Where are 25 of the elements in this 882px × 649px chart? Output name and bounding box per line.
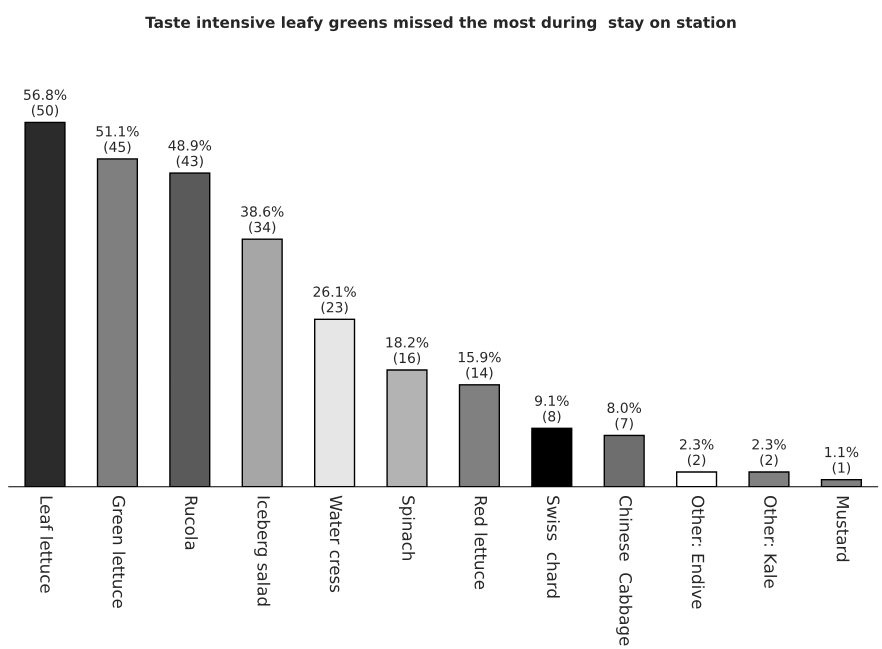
x-tick-label: Mustard (836, 496, 850, 562)
data-label: 51.1% (45) (96, 126, 139, 154)
data-label: 15.9% (14) (458, 352, 501, 380)
data-label: 26.1% (23) (314, 286, 356, 314)
x-tick-label: Other: Kale (764, 496, 778, 588)
x-tick-label: Water cress (330, 496, 342, 592)
data-label: 1.1% (1) (825, 446, 858, 474)
x-tick-label: Chinese Cabbage (616, 496, 632, 646)
x-tick-label: Rucola (184, 496, 198, 550)
x-tick-label: Red lettuce (474, 496, 488, 590)
x-tick-label: Spinach (398, 496, 416, 560)
chart-title: Taste intensive leafy greens missed the most during stay on station (145, 16, 736, 32)
x-tick-label: Leaf lettuce (40, 496, 54, 593)
data-label: 2.3% (2) (752, 439, 786, 467)
data-label: 2.3% (2) (680, 439, 714, 467)
data-label: 9.1% (8) (535, 395, 569, 424)
data-label: 48.9% (43) (168, 140, 212, 168)
data-label: 8.0% (7) (608, 402, 642, 430)
x-tick-label: Other: Endive (692, 496, 705, 609)
data-label: 38.6% (34) (241, 206, 284, 234)
x-tick-label: Iceberg salad (254, 496, 270, 606)
data-label: 18.2% (16) (386, 337, 428, 365)
data-label: 56.8% (50) (24, 89, 66, 118)
x-tick-label: Green lettuce (112, 496, 126, 608)
x-tick-label: Swiss chard (546, 496, 560, 598)
